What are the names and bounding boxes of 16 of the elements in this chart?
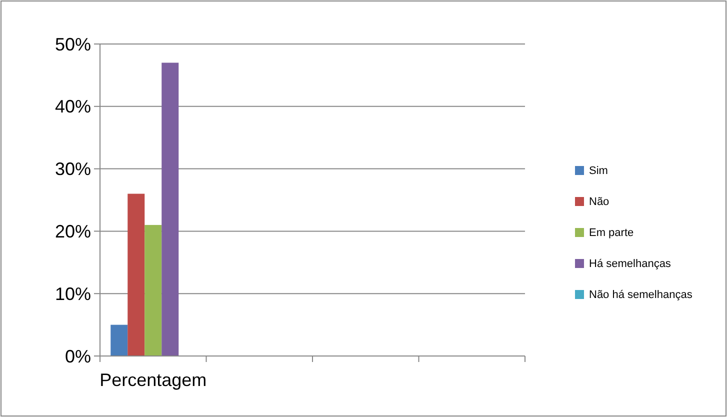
y-tick-label: 20% — [54, 222, 91, 242]
y-tick-label: 50% — [54, 34, 91, 54]
y-tick-label: 0% — [64, 346, 91, 366]
x-tick-label: Percentagem — [100, 370, 207, 390]
y-tick-label: 40% — [54, 96, 91, 117]
y-tick-label: 30% — [54, 159, 91, 180]
y-tick-label: 10% — [54, 284, 91, 304]
legend-label: Sim — [589, 164, 608, 177]
bar — [144, 224, 162, 356]
bar — [162, 62, 179, 356]
legend-label: Não há semelhanças — [589, 288, 693, 301]
legend-label: Há semelhanças — [589, 258, 672, 270]
bar — [128, 194, 145, 356]
legend-label: Em parte — [589, 226, 634, 239]
bar — [110, 324, 128, 356]
legend-label: Não — [589, 196, 610, 208]
